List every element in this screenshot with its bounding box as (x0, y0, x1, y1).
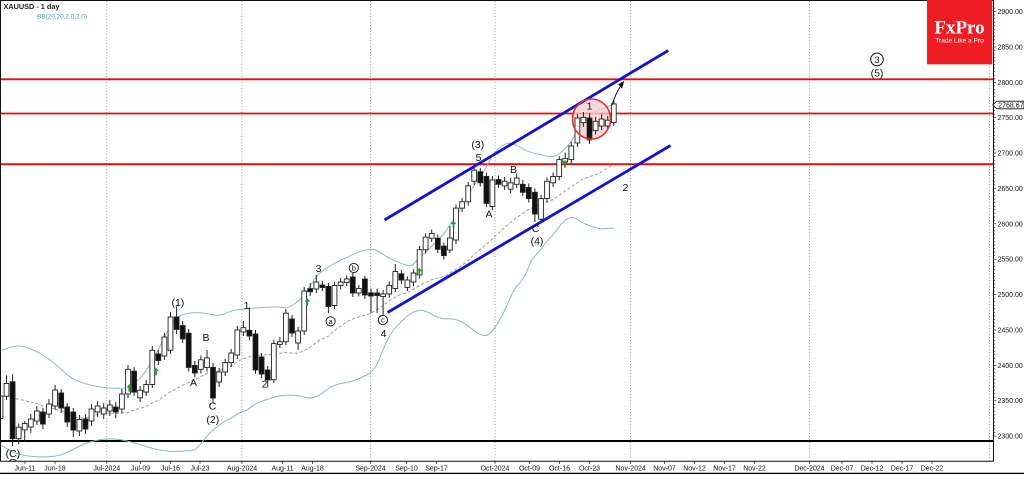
svg-text:Aug-18: Aug-18 (301, 466, 324, 473)
svg-text:2: 2 (262, 379, 268, 391)
svg-text:2850.00: 2850.00 (998, 45, 1023, 52)
svg-text:5: 5 (476, 152, 482, 164)
svg-text:Aug-11: Aug-11 (271, 466, 293, 473)
svg-text:Sep-17: Sep-17 (425, 466, 448, 473)
svg-text:2600.00: 2600.00 (998, 221, 1023, 228)
svg-text:Oct-23: Oct-23 (579, 466, 600, 473)
svg-text:1: 1 (244, 300, 250, 312)
svg-text:Nov-17: Nov-17 (713, 466, 736, 473)
svg-text:A: A (485, 209, 492, 221)
svg-text:3: 3 (874, 55, 879, 66)
svg-text:Trade Like a Pro: Trade Like a Pro (935, 38, 984, 45)
svg-text:2500.00: 2500.00 (998, 292, 1023, 299)
svg-text:2: 2 (622, 182, 628, 194)
svg-text:a: a (329, 317, 334, 326)
svg-text:Dec-07: Dec-07 (831, 466, 854, 473)
svg-text:A: A (190, 377, 197, 389)
svg-text:2300.00: 2300.00 (998, 434, 1023, 441)
svg-text:C: C (532, 223, 540, 235)
svg-text:Jul-09: Jul-09 (131, 466, 150, 473)
svg-text:2650.00: 2650.00 (998, 186, 1023, 193)
svg-text:Sep-2024: Sep-2024 (355, 466, 385, 473)
svg-text:2750.00: 2750.00 (998, 115, 1023, 122)
svg-text:(4): (4) (531, 236, 544, 248)
svg-text:2350.00: 2350.00 (998, 398, 1023, 405)
svg-text:Dec-22: Dec-22 (921, 466, 944, 473)
svg-text:2450.00: 2450.00 (998, 328, 1023, 335)
svg-text:Jul-2024: Jul-2024 (93, 466, 120, 473)
svg-text:B: B (202, 332, 209, 344)
svg-text:Nov-2024: Nov-2024 (615, 466, 645, 473)
svg-text:Jul-23: Jul-23 (190, 466, 209, 473)
svg-text:Dec-17: Dec-17 (891, 466, 914, 473)
svg-text:C: C (209, 401, 217, 413)
svg-text:Sep-10: Sep-10 (395, 466, 418, 473)
svg-text:Dec-2024: Dec-2024 (794, 466, 824, 473)
svg-text:b: b (352, 264, 356, 273)
svg-text:Oct-09: Oct-09 (519, 466, 540, 473)
svg-text:2550.00: 2550.00 (998, 257, 1023, 264)
svg-text:2400.00: 2400.00 (998, 363, 1023, 370)
svg-text:FxPro: FxPro (934, 18, 984, 39)
svg-text:Jun-18: Jun-18 (44, 466, 66, 473)
svg-text:Jun-11: Jun-11 (15, 466, 36, 473)
svg-text:(C): (C) (6, 448, 21, 460)
svg-text:B: B (510, 164, 517, 176)
svg-text:(3): (3) (471, 139, 484, 151)
svg-text:(5): (5) (871, 68, 884, 80)
svg-text:Nov-07: Nov-07 (653, 466, 676, 473)
svg-text:2900.00: 2900.00 (998, 9, 1023, 16)
svg-text:2800.00: 2800.00 (998, 80, 1023, 87)
svg-text:(1): (1) (171, 297, 184, 309)
svg-text:(2): (2) (206, 414, 219, 426)
svg-text:Aug-2024: Aug-2024 (227, 466, 257, 473)
svg-text:Dec-12: Dec-12 (861, 466, 884, 473)
svg-text:1: 1 (587, 100, 593, 112)
svg-text:2768.67: 2768.67 (998, 103, 1023, 110)
svg-text:3: 3 (316, 263, 322, 275)
svg-text:Oct-16: Oct-16 (549, 466, 570, 473)
svg-text:BB(20,20,2.0,2.0): BB(20,20,2.0,2.0) (37, 13, 87, 20)
svg-text:Oct-2024: Oct-2024 (481, 466, 510, 473)
svg-text:2700.00: 2700.00 (998, 151, 1023, 158)
svg-text:Nov-12: Nov-12 (683, 466, 706, 473)
svg-text:Jul-16: Jul-16 (161, 466, 180, 473)
svg-text:4: 4 (381, 328, 387, 340)
svg-text:XAUUSD - 1 day: XAUUSD - 1 day (4, 2, 61, 11)
svg-text:Nov-22: Nov-22 (743, 466, 766, 473)
svg-text:c: c (381, 316, 385, 325)
